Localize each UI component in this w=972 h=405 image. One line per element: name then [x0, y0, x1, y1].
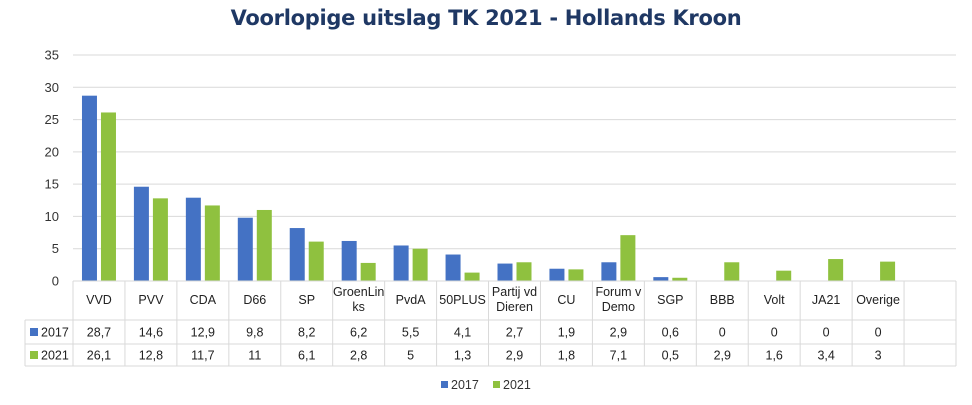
- bar-2021-10: [620, 235, 636, 281]
- bar-2021-12: [724, 262, 740, 281]
- legend-label: 2017: [451, 378, 479, 392]
- data-cell: 14,6: [139, 326, 163, 340]
- category-label: BBB: [710, 293, 735, 307]
- data-cell: 0: [823, 326, 830, 340]
- row-legend-key-2017: [30, 328, 38, 336]
- data-cell: 5,5: [402, 326, 419, 340]
- category-label: Overige: [856, 293, 900, 307]
- data-cell: 0,6: [662, 326, 679, 340]
- data-cell: 3: [875, 349, 882, 363]
- bar-2017-9: [549, 268, 565, 281]
- bar-2021-2: [204, 205, 220, 281]
- category-label: JA21: [812, 293, 841, 307]
- data-cell: 11,7: [191, 349, 214, 363]
- data-cell: 2,9: [714, 349, 731, 363]
- bar-2017-2: [185, 197, 201, 281]
- bar-2017-11: [653, 277, 669, 281]
- bar-2021-13: [776, 270, 792, 281]
- legend-key-2021: [493, 381, 500, 388]
- category-label: ks: [352, 300, 365, 314]
- y-tick-label: 5: [52, 241, 59, 256]
- bar-2021-9: [568, 269, 584, 281]
- data-cell: 28,7: [87, 326, 111, 340]
- data-cell: 2,9: [610, 326, 627, 340]
- category-label: D66: [243, 293, 266, 307]
- data-cell: 0: [771, 326, 778, 340]
- y-tick-label: 25: [45, 112, 59, 127]
- bar-2017-8: [497, 263, 513, 281]
- chart-title: Voorlopige uitslag TK 2021 - Hollands Kr…: [230, 6, 742, 30]
- category-label: Volt: [764, 293, 785, 307]
- row-legend-key-2021: [30, 351, 38, 359]
- data-cell: 4,1: [454, 326, 471, 340]
- bar-2021-14: [828, 259, 844, 281]
- data-cell: 3,4: [817, 349, 834, 363]
- bar-2021-15: [880, 261, 896, 281]
- data-cell: 2,8: [350, 349, 367, 363]
- legend-key-2017: [441, 381, 448, 388]
- data-cell: 0: [875, 326, 882, 340]
- category-label: GroenLin: [333, 285, 384, 299]
- data-cell: 0: [719, 326, 726, 340]
- y-tick-label: 30: [45, 80, 59, 95]
- bar-2017-10: [601, 262, 617, 281]
- legend-label: 2021: [503, 378, 531, 392]
- bar-2017-7: [445, 254, 461, 281]
- bar-2021-8: [516, 262, 532, 281]
- category-label: VVD: [86, 293, 112, 307]
- data-cell: 0,5: [662, 349, 679, 363]
- bar-2017-6: [393, 245, 409, 281]
- y-tick-label: 15: [45, 177, 59, 192]
- data-cell: 1,6: [766, 349, 783, 363]
- category-label: Forum v: [595, 285, 642, 299]
- bar-2017-4: [289, 228, 305, 281]
- category-label: Partij vd: [492, 285, 537, 299]
- y-tick-label: 20: [45, 144, 59, 159]
- data-cell: 7,1: [610, 349, 627, 363]
- data-cell: 6,2: [350, 326, 367, 340]
- data-cell: 6,1: [298, 349, 315, 363]
- category-label: SGP: [657, 293, 683, 307]
- bar-2017-1: [133, 186, 149, 281]
- row-series-name: 2021: [41, 349, 69, 363]
- data-cell: 5: [407, 349, 414, 363]
- category-label: CU: [557, 293, 575, 307]
- bar-2021-7: [464, 272, 480, 281]
- category-label: 50PLUS: [439, 293, 486, 307]
- bar-2021-1: [152, 198, 168, 281]
- data-cell: 12,9: [191, 326, 215, 340]
- category-label: Dieren: [496, 300, 533, 314]
- category-label: CDA: [190, 293, 217, 307]
- bar-2021-0: [100, 112, 116, 282]
- data-cell: 9,8: [246, 326, 263, 340]
- y-tick-label: 10: [45, 209, 59, 224]
- category-label: PVV: [138, 293, 164, 307]
- data-cell: 12,8: [139, 349, 163, 363]
- y-tick-label: 35: [45, 48, 59, 63]
- data-cell: 26,1: [87, 349, 111, 363]
- row-series-name: 2017: [41, 326, 69, 340]
- bar-2017-0: [81, 95, 97, 282]
- data-cell: 11: [248, 349, 261, 363]
- data-cell: 1,9: [558, 326, 575, 340]
- category-label: PvdA: [396, 293, 427, 307]
- data-cell: 2,7: [506, 326, 523, 340]
- bar-2017-5: [341, 240, 357, 281]
- data-cell: 8,2: [298, 326, 315, 340]
- bar-2021-5: [360, 262, 376, 281]
- data-cell: 2,9: [506, 349, 523, 363]
- bar-2021-6: [412, 248, 428, 281]
- data-cell: 1,8: [558, 349, 575, 363]
- bar-2021-3: [256, 209, 272, 281]
- bar-2021-11: [672, 277, 688, 281]
- bar-2021-4: [308, 241, 324, 281]
- category-label: SP: [298, 293, 315, 307]
- category-label: Demo: [602, 300, 635, 314]
- bar-2017-3: [237, 217, 253, 281]
- data-cell: 1,3: [454, 349, 471, 363]
- y-tick-label: 0: [52, 274, 59, 289]
